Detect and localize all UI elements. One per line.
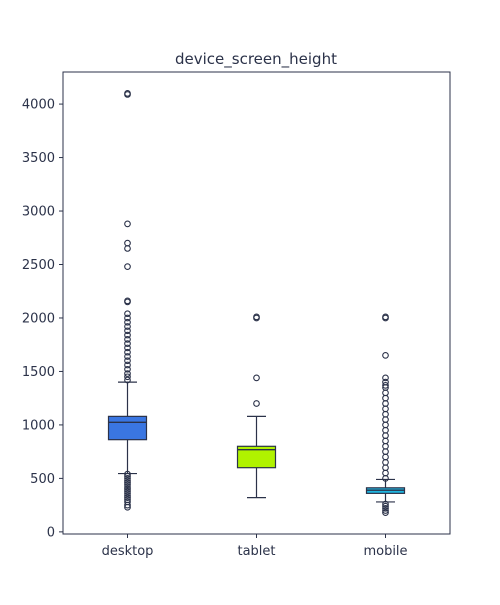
outlier-point xyxy=(382,352,389,359)
y-tick-label: 3500 xyxy=(22,151,55,166)
outlier-point xyxy=(124,477,131,484)
outlier-point xyxy=(124,376,131,384)
outlier-point xyxy=(382,374,389,382)
outlier-point xyxy=(124,348,131,356)
outlier-point xyxy=(253,400,260,407)
outlier-point xyxy=(124,327,131,335)
outlier-point xyxy=(124,370,131,377)
x-tick-label: mobile xyxy=(363,544,407,559)
outlier-point xyxy=(124,323,131,330)
y-tick-label: 2000 xyxy=(22,311,55,326)
outlier-point xyxy=(124,344,131,352)
outlier-point xyxy=(124,90,131,97)
outlier-point xyxy=(124,297,131,305)
outlier-point xyxy=(124,263,131,270)
outlier-point xyxy=(124,239,131,247)
plot-frame xyxy=(62,71,451,535)
outlier-point xyxy=(124,479,131,487)
outlier-point xyxy=(124,472,131,480)
outlier-point xyxy=(124,498,131,506)
outlier-point xyxy=(124,373,131,381)
outlier-point xyxy=(382,509,389,516)
y-tick-label: 1000 xyxy=(22,418,55,433)
chart-title: device_screen_height xyxy=(175,50,337,69)
outlier-point xyxy=(382,502,389,510)
box-iqr xyxy=(236,445,277,469)
outlier-point xyxy=(124,336,131,343)
outlier-point xyxy=(124,365,131,373)
y-tick-label: 4000 xyxy=(22,98,55,113)
outlier-point xyxy=(124,318,131,326)
y-tick-label: 1500 xyxy=(22,365,55,380)
outlier-point xyxy=(253,313,260,321)
outlier-point xyxy=(124,492,131,499)
outlier-point xyxy=(124,470,131,478)
outlier-point xyxy=(124,483,131,491)
box-series xyxy=(107,90,406,516)
outlier-point xyxy=(124,220,131,228)
outlier-point xyxy=(382,500,389,508)
outlier-point xyxy=(124,490,131,497)
outlier-point xyxy=(124,340,131,347)
outlier-point xyxy=(124,357,131,365)
outlier-point xyxy=(124,485,131,493)
outlier-point xyxy=(124,475,131,482)
y-tick-label: 3000 xyxy=(22,205,55,220)
y-axis: 0 500 1000 1500 2000 2500 3000 3500 4000 xyxy=(22,98,63,540)
outlier-point xyxy=(124,331,131,339)
outlier-point xyxy=(124,494,131,501)
outlier-point xyxy=(124,361,131,369)
x-axis: desktop tablet mobile xyxy=(102,534,408,559)
outlier-point xyxy=(124,487,131,495)
outlier-point xyxy=(253,374,260,382)
x-tick-label: desktop xyxy=(102,544,154,559)
y-tick-label: 0 xyxy=(47,525,55,540)
y-tick-label: 500 xyxy=(30,472,55,487)
box-tablet xyxy=(236,313,277,499)
box-iqr xyxy=(107,415,148,441)
outlier-point xyxy=(124,314,131,322)
outlier-point xyxy=(382,504,389,512)
box-mobile xyxy=(365,313,406,516)
outlier-point xyxy=(124,496,131,504)
outlier-point xyxy=(124,353,131,360)
outlier-point xyxy=(382,381,389,389)
box-desktop xyxy=(107,90,148,511)
outlier-point xyxy=(124,310,131,318)
outlier-point xyxy=(124,481,131,489)
x-tick-label: tablet xyxy=(237,544,275,559)
outlier-point xyxy=(382,378,389,386)
outlier-point xyxy=(382,507,389,514)
y-tick-label: 2500 xyxy=(22,258,55,273)
outlier-point xyxy=(382,313,389,321)
